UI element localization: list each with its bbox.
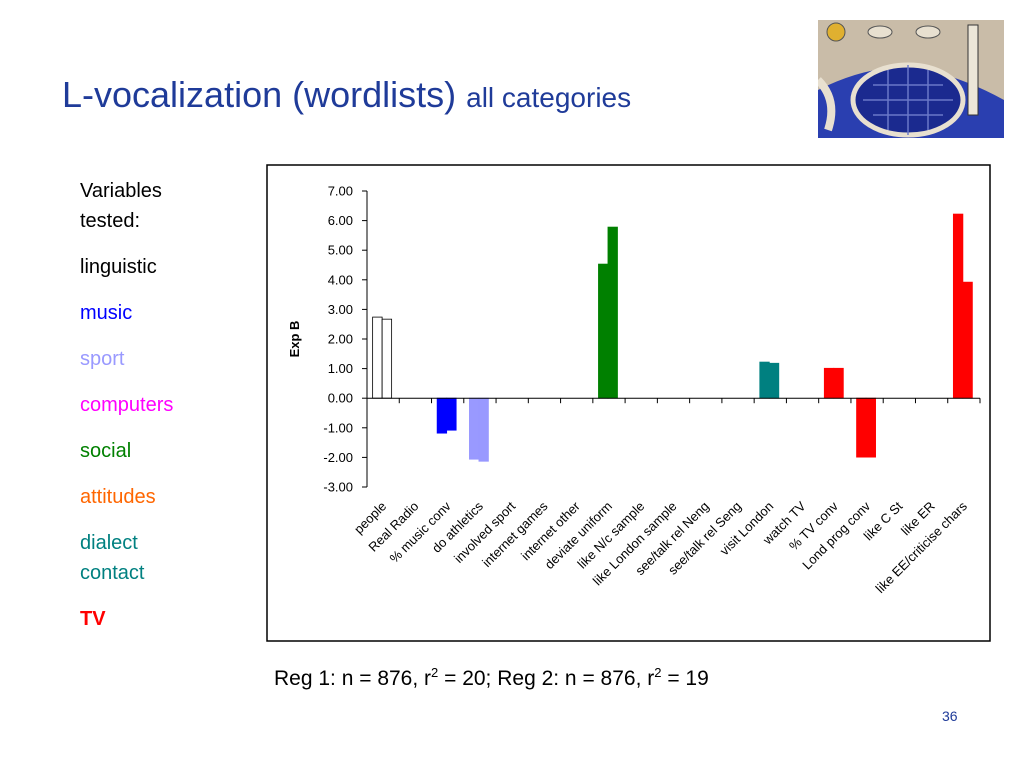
title-main: L-vocalization (wordlists) bbox=[62, 74, 457, 115]
sidebar-item: TV bbox=[80, 608, 106, 630]
sidebar-item: linguistic bbox=[80, 256, 157, 278]
sidebar-heading: Variables tested: bbox=[80, 180, 162, 232]
sidebar-item: music bbox=[80, 302, 133, 324]
caption: Reg 1: n = 876, r2 = 20; Reg 2: n = 876,… bbox=[274, 665, 709, 691]
caption-text: = 19 bbox=[661, 667, 709, 690]
caption-text: = 20; Reg 2: n = 876, r bbox=[438, 667, 655, 690]
y-tick-label: -2.00 bbox=[323, 450, 353, 465]
sidebar-item: computers bbox=[80, 394, 174, 416]
y-tick-label: 1.00 bbox=[328, 361, 353, 376]
sidebar-item: sport bbox=[80, 348, 125, 370]
y-tick-label: 7.00 bbox=[328, 184, 353, 199]
bar bbox=[372, 316, 383, 399]
bar bbox=[952, 213, 964, 399]
bar bbox=[823, 367, 835, 399]
caption-text: Reg 1: n = 876, r bbox=[274, 667, 432, 690]
y-tick-label: 3.00 bbox=[328, 302, 353, 317]
bar bbox=[768, 362, 780, 399]
sidebar-item: attitudes bbox=[80, 486, 156, 508]
bar bbox=[478, 397, 489, 462]
bar bbox=[436, 397, 448, 434]
bar bbox=[865, 397, 876, 458]
slide-title: L-vocalization (wordlists) all categorie… bbox=[62, 74, 631, 116]
bar bbox=[759, 361, 770, 399]
bar bbox=[598, 263, 609, 399]
y-tick-label: 5.00 bbox=[328, 243, 353, 258]
y-axis-label: Exp B bbox=[287, 321, 302, 358]
chart: Exp B 7.00 6.00 5.00 4.00 3.00 2.00 1.00 0.00 -1… bbox=[266, 164, 991, 642]
bar bbox=[962, 281, 973, 399]
sidebar: Variables tested: linguistic music sport co… bbox=[80, 176, 200, 634]
sidebar-item: dialect contact bbox=[80, 532, 145, 584]
y-tick-label: 6.00 bbox=[328, 213, 353, 228]
y-tick-label: 2.00 bbox=[328, 332, 353, 347]
y-tick-label: 4.00 bbox=[328, 272, 353, 287]
bar bbox=[856, 397, 867, 458]
bar bbox=[446, 397, 457, 431]
chart-frame bbox=[266, 164, 991, 642]
title-sub: all categories bbox=[466, 82, 632, 113]
y-tick-label: 0.00 bbox=[328, 391, 353, 406]
bar bbox=[381, 318, 393, 399]
superscript: 2 bbox=[654, 665, 662, 680]
y-tick-label: -3.00 bbox=[323, 480, 353, 495]
bar bbox=[469, 397, 480, 460]
bar bbox=[607, 226, 618, 399]
photo bbox=[818, 20, 1004, 138]
y-tick-label: -1.00 bbox=[323, 420, 353, 435]
superscript: 2 bbox=[431, 665, 439, 680]
page-number: 36 bbox=[942, 708, 958, 724]
bar bbox=[833, 367, 844, 399]
sidebar-item: social bbox=[80, 440, 132, 462]
